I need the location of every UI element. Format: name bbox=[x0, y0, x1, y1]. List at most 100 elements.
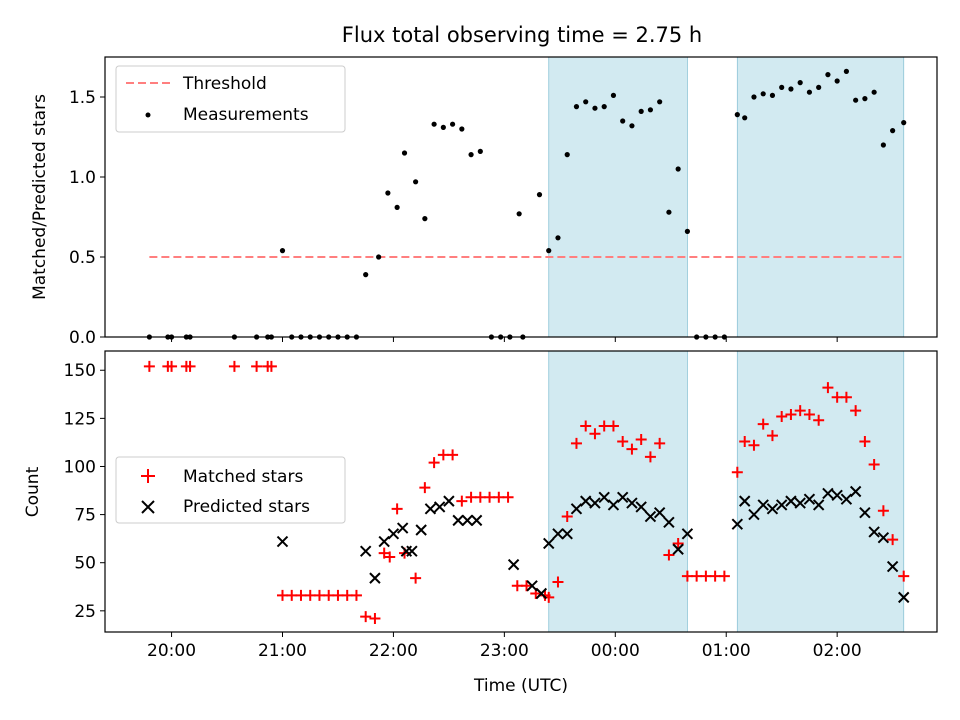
measurement-point bbox=[760, 91, 766, 97]
measurement-point bbox=[657, 99, 663, 105]
predicted-star-point bbox=[552, 528, 564, 540]
predicted-star-point bbox=[433, 501, 446, 513]
predicted-star-point bbox=[424, 503, 437, 515]
measurement-point bbox=[516, 211, 522, 217]
top-axes-frame bbox=[104, 56, 938, 338]
matched-star-point bbox=[887, 534, 899, 546]
measurement-point bbox=[592, 105, 598, 111]
bottom-axis-ticks: 20:00 21:00 22:00 23:00 00:00 01:00 02:00 25 50 7… bbox=[64, 361, 862, 661]
matched-star-point bbox=[644, 451, 656, 463]
predicted-star-point bbox=[443, 495, 455, 507]
matched-star-point bbox=[691, 570, 703, 582]
matched-star-point bbox=[456, 495, 468, 507]
measurement-point bbox=[440, 124, 446, 130]
top-axis-ticks: 0.0 0.5 1.0 1.5 bbox=[69, 88, 838, 348]
predicted-star-point bbox=[461, 514, 474, 527]
x-tick-label: 00:00 bbox=[591, 641, 640, 661]
predicted-star-point bbox=[653, 506, 666, 519]
shaded-interval bbox=[736, 56, 905, 338]
x-axis-label: Time (UTC) bbox=[473, 676, 568, 696]
predicted-star-point bbox=[859, 506, 871, 519]
x-tick-label: 01:00 bbox=[702, 641, 751, 661]
bottom-legend-box bbox=[115, 456, 346, 524]
matched-star-point bbox=[561, 511, 573, 523]
matched-star-point bbox=[822, 382, 834, 394]
predicted-star-point bbox=[369, 572, 381, 584]
x-tick-label: 21:00 bbox=[258, 641, 307, 661]
measurement-point bbox=[629, 123, 635, 129]
measurement-point bbox=[279, 248, 286, 254]
predicted-star-point bbox=[396, 522, 409, 534]
predicted-star-point bbox=[378, 535, 390, 548]
matched-star-point bbox=[757, 418, 769, 430]
legend-matched-swatch bbox=[141, 469, 155, 483]
measurement-point bbox=[401, 150, 408, 156]
measurement-point bbox=[555, 235, 561, 241]
predicted-star-point bbox=[415, 524, 427, 536]
predicted-star-point bbox=[470, 514, 483, 527]
matched-star-point bbox=[419, 482, 431, 494]
matched-star-point bbox=[341, 589, 353, 601]
measurement-point bbox=[363, 272, 369, 278]
matched-star-point bbox=[493, 491, 505, 503]
matched-star-point bbox=[635, 434, 647, 446]
measurement-point bbox=[477, 148, 483, 154]
top-panel: 0.0 0.5 1.0 1.5 Matched/Predicted stars Thr… bbox=[30, 56, 938, 348]
matched-star-point bbox=[474, 491, 486, 503]
measurement-point bbox=[431, 121, 437, 127]
measurement-point bbox=[834, 78, 840, 84]
matched-star-point bbox=[776, 410, 788, 422]
predicted-star-point bbox=[359, 545, 372, 557]
predicted-star-point bbox=[748, 508, 760, 521]
matched-star-point bbox=[589, 428, 601, 440]
measurement-point bbox=[779, 84, 785, 90]
measurement-point bbox=[769, 92, 776, 98]
matched-star-point bbox=[384, 551, 396, 563]
matched-star-point bbox=[323, 589, 335, 601]
measurement-point bbox=[806, 89, 813, 95]
predicted-star-point bbox=[681, 528, 694, 540]
measurement-point bbox=[880, 142, 886, 148]
matched-star-point bbox=[391, 503, 403, 515]
top-y-axis-label: Matched/Predicted stars bbox=[30, 94, 50, 300]
measurement-point bbox=[573, 104, 580, 110]
measurement-point bbox=[638, 108, 644, 114]
matched-star-point bbox=[265, 360, 277, 372]
matched-star-point bbox=[785, 409, 797, 421]
predicted-star-point bbox=[822, 487, 834, 500]
matched-star-point bbox=[700, 570, 712, 582]
measurement-point bbox=[901, 120, 907, 126]
matched-star-point bbox=[672, 537, 684, 549]
predicted-star-point bbox=[526, 580, 538, 592]
measurement-point bbox=[610, 92, 617, 98]
top-legend-box bbox=[115, 65, 346, 133]
shaded-interval bbox=[736, 350, 905, 633]
matched-star-point bbox=[184, 360, 196, 372]
legend-measurements-label: Measurements bbox=[183, 105, 309, 125]
matched-star-point bbox=[718, 570, 730, 582]
predicted-star-point bbox=[898, 591, 910, 604]
measurement-point bbox=[620, 118, 626, 124]
measurement-point bbox=[449, 121, 456, 127]
x-tick-label: 23:00 bbox=[480, 641, 529, 661]
legend-predicted-swatch bbox=[141, 500, 155, 514]
measurement-point bbox=[862, 96, 868, 102]
measurement-point bbox=[647, 107, 654, 113]
measurement-point bbox=[890, 128, 896, 134]
matched-star-point bbox=[766, 430, 778, 442]
predicted-star-point bbox=[570, 503, 583, 515]
top-y-tick-label: 0.0 bbox=[69, 328, 96, 348]
measurement-point bbox=[684, 228, 691, 234]
predicted-star-point bbox=[580, 495, 592, 507]
bottom-panel: 20:00 21:00 22:00 23:00 00:00 01:00 02:00 25 50 7… bbox=[23, 350, 938, 696]
predicted-star-point bbox=[731, 518, 744, 530]
measurement-point bbox=[734, 112, 740, 118]
matched-star-point bbox=[840, 391, 852, 403]
matched-star-point bbox=[295, 589, 307, 601]
predicted-star-point bbox=[598, 491, 610, 503]
matched-star-point bbox=[410, 572, 422, 584]
measurement-point bbox=[394, 204, 400, 210]
measurement-point bbox=[468, 152, 474, 158]
predicted-star-point bbox=[276, 535, 289, 548]
measurement-point bbox=[742, 115, 748, 121]
